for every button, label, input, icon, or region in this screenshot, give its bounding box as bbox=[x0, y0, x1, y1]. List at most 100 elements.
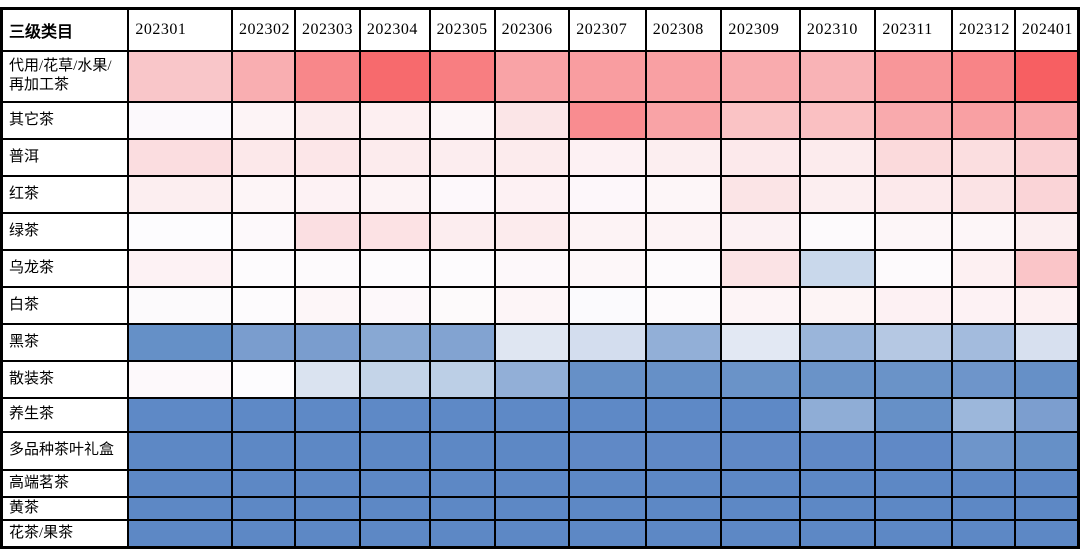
heatmap-cell bbox=[568, 322, 647, 362]
heatmap-cell bbox=[644, 285, 723, 325]
column-header: 202301 bbox=[127, 7, 233, 52]
heatmap-cell bbox=[358, 495, 431, 521]
heatmap-cell bbox=[798, 322, 877, 362]
heatmap-cell bbox=[493, 100, 571, 140]
heatmap-cell bbox=[950, 248, 1016, 288]
heatmap-cell bbox=[493, 285, 571, 325]
row-label: 代用/花草/水果/再加工茶 bbox=[0, 49, 130, 103]
heatmap-cell bbox=[874, 322, 953, 362]
heatmap-cell bbox=[644, 396, 723, 433]
heatmap-cell bbox=[428, 322, 496, 362]
heatmap-cell bbox=[127, 137, 233, 177]
heatmap-cell bbox=[644, 248, 723, 288]
heatmap-cell bbox=[127, 468, 233, 498]
heatmap-cell bbox=[644, 49, 723, 103]
heatmap-cell bbox=[230, 430, 296, 471]
heatmap-cell bbox=[428, 285, 496, 325]
heatmap-cell bbox=[644, 137, 723, 177]
heatmap-cell bbox=[798, 285, 877, 325]
heatmap-cell bbox=[230, 285, 296, 325]
heatmap-cell bbox=[293, 495, 361, 521]
heatmap-cell bbox=[950, 211, 1016, 251]
heatmap-cell bbox=[358, 174, 431, 214]
heatmap-cell bbox=[950, 518, 1016, 549]
column-header: 202305 bbox=[428, 7, 496, 52]
heatmap-cell bbox=[428, 49, 496, 103]
heatmap-cell bbox=[358, 430, 431, 471]
heatmap-cell bbox=[293, 359, 361, 399]
heatmap-cell bbox=[1013, 430, 1080, 471]
row-label: 散装茶 bbox=[0, 359, 130, 399]
heatmap-cell bbox=[293, 100, 361, 140]
heatmap-cell bbox=[1013, 137, 1080, 177]
heatmap-cell bbox=[568, 174, 647, 214]
heatmap-cell bbox=[720, 359, 801, 399]
heatmap-cell bbox=[428, 137, 496, 177]
row-label: 白茶 bbox=[0, 285, 130, 325]
heatmap-cell bbox=[428, 248, 496, 288]
table-row: 黄茶 bbox=[0, 495, 1080, 521]
heatmap-cell bbox=[874, 359, 953, 399]
heatmap-cell bbox=[293, 211, 361, 251]
heatmap-cell bbox=[568, 49, 647, 103]
heatmap-cell bbox=[720, 285, 801, 325]
heatmap-cell bbox=[493, 49, 571, 103]
table-row: 养生茶 bbox=[0, 396, 1080, 433]
heatmap-cell bbox=[568, 100, 647, 140]
heatmap-cell bbox=[798, 49, 877, 103]
heatmap-cell bbox=[720, 495, 801, 521]
heatmap-cell bbox=[1013, 396, 1080, 433]
column-header: 202307 bbox=[568, 7, 647, 52]
heatmap-cell bbox=[644, 468, 723, 498]
heatmap-cell bbox=[1013, 359, 1080, 399]
heatmap-cell bbox=[720, 322, 801, 362]
heatmap-cell bbox=[293, 174, 361, 214]
column-header: 202304 bbox=[358, 7, 431, 52]
heatmap-cell bbox=[874, 518, 953, 549]
heatmap-cell bbox=[127, 359, 233, 399]
row-label: 多品种茶叶礼盒 bbox=[0, 430, 130, 471]
heatmap-cell bbox=[720, 468, 801, 498]
heatmap-cell bbox=[127, 100, 233, 140]
heatmap-cell bbox=[127, 211, 233, 251]
row-label: 高端茗茶 bbox=[0, 468, 130, 498]
heatmap-cell bbox=[493, 211, 571, 251]
heatmap-cell bbox=[798, 430, 877, 471]
heatmap-cell bbox=[428, 518, 496, 549]
heatmap-cell bbox=[950, 137, 1016, 177]
heatmap-cell bbox=[1013, 211, 1080, 251]
heatmap-page: 三级类目 202301 202302 202303 202304 202305 20230… bbox=[0, 7, 1080, 556]
heatmap-cell bbox=[230, 495, 296, 521]
row-label: 绿茶 bbox=[0, 211, 130, 251]
heatmap-cell bbox=[127, 495, 233, 521]
heatmap-cell bbox=[720, 137, 801, 177]
heatmap-cell bbox=[358, 396, 431, 433]
heatmap-cell bbox=[358, 285, 431, 325]
heatmap-cell bbox=[1013, 248, 1080, 288]
row-label: 黑茶 bbox=[0, 322, 130, 362]
table-row: 黑茶 bbox=[0, 322, 1080, 362]
heatmap-cell bbox=[1013, 518, 1080, 549]
heatmap-cell bbox=[293, 248, 361, 288]
heatmap-cell bbox=[293, 322, 361, 362]
heatmap-cell bbox=[230, 211, 296, 251]
heatmap-cell bbox=[568, 285, 647, 325]
heatmap-cell bbox=[568, 396, 647, 433]
table-row: 代用/花草/水果/再加工茶 bbox=[0, 49, 1080, 103]
heatmap-cell bbox=[720, 430, 801, 471]
heatmap-cell bbox=[293, 468, 361, 498]
heatmap-cell bbox=[644, 211, 723, 251]
heatmap-cell bbox=[428, 495, 496, 521]
heatmap-cell bbox=[720, 518, 801, 549]
row-label: 红茶 bbox=[0, 174, 130, 214]
heatmap-cell bbox=[798, 100, 877, 140]
heatmap-cell bbox=[293, 137, 361, 177]
heatmap-cell bbox=[874, 468, 953, 498]
column-header: 202306 bbox=[493, 7, 571, 52]
heatmap-cell bbox=[127, 248, 233, 288]
heatmap-cell bbox=[568, 468, 647, 498]
row-label: 其它茶 bbox=[0, 100, 130, 140]
heatmap-cell bbox=[358, 137, 431, 177]
heatmap-cell bbox=[1013, 285, 1080, 325]
heatmap-cell bbox=[230, 49, 296, 103]
